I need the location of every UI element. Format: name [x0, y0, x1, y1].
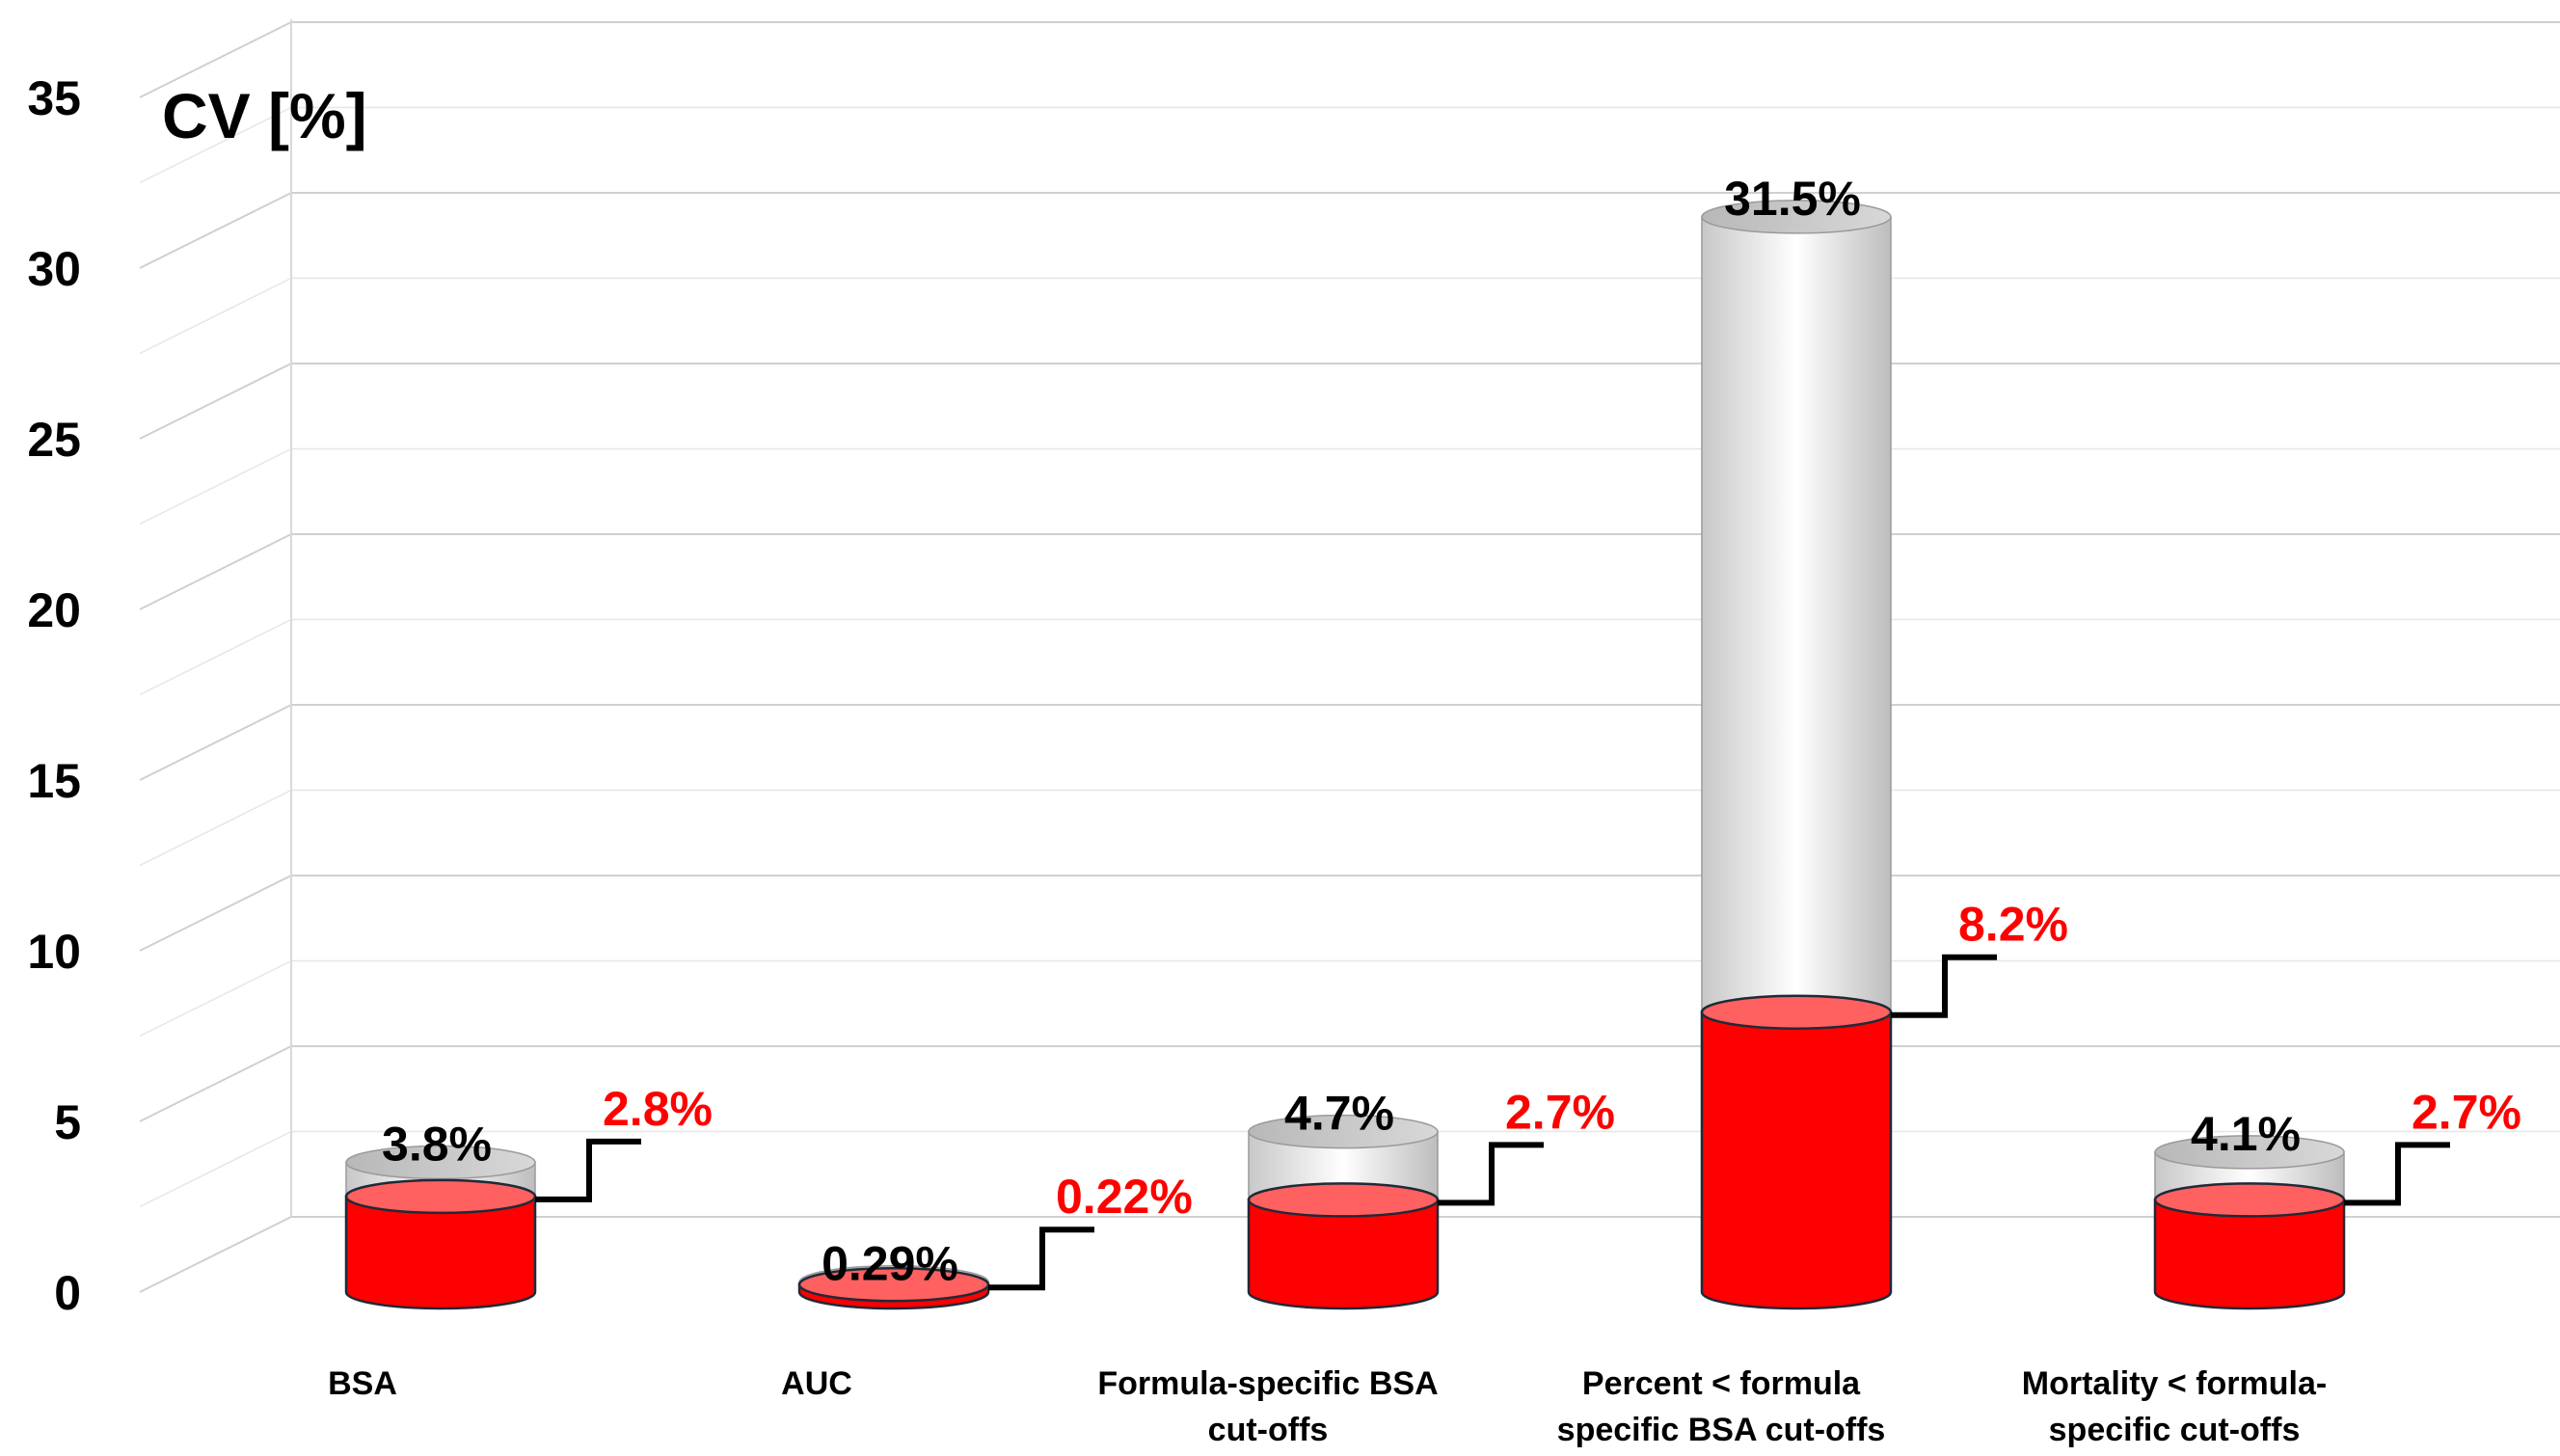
category-label: specific BSA cut-offs — [1557, 1412, 1886, 1448]
gridline — [139, 447, 2560, 526]
bar-group: 0.29% 0.22% — [797, 1170, 1193, 1310]
bar-group: 4.1% 2.7% — [2153, 1085, 2521, 1310]
y-tick-label: 25 — [27, 413, 81, 467]
data-label-inner: 2.7% — [1505, 1085, 1615, 1139]
category-label: Mortality < formula- — [2022, 1365, 2327, 1402]
bar-inner-top — [2153, 1182, 2346, 1218]
gridline — [139, 618, 2560, 696]
leader-line — [988, 1227, 1094, 1291]
bar-inner — [1700, 1011, 1893, 1310]
data-label-outer: 31.5% — [1724, 172, 1861, 226]
bar-group: 4.7% 2.7% — [1247, 1085, 1615, 1310]
category-label: BSA — [328, 1365, 397, 1402]
leader-line — [535, 1138, 641, 1202]
gridline — [139, 106, 2560, 184]
category-labels: BSA AUC Formula-specific BSA cut-offs Percen… — [328, 1365, 2327, 1448]
gridline — [139, 363, 2560, 440]
gridline — [139, 192, 2560, 269]
y-tick-label: 20 — [27, 583, 81, 637]
category-label: AUC — [781, 1365, 852, 1402]
data-label-outer: 4.1% — [2191, 1107, 2301, 1161]
y-tick-label: 15 — [27, 754, 81, 808]
bar-outer-top — [2154, 1135, 2345, 1170]
bar-group: 3.8% 2.8% — [344, 1082, 713, 1310]
category-label: cut-offs — [1208, 1412, 1329, 1448]
bar-outer-top — [345, 1145, 536, 1180]
data-label-inner: 2.7% — [2412, 1085, 2521, 1139]
data-label-outer: 3.8% — [382, 1117, 492, 1171]
bar-inner — [344, 1195, 537, 1310]
bar-inner-top — [344, 1178, 537, 1215]
gridline — [139, 277, 2560, 355]
bar-outer-top — [1248, 1114, 1439, 1149]
bar-inner — [1247, 1199, 1440, 1310]
data-label-outer: 0.29% — [822, 1237, 958, 1291]
data-label-inner: 0.22% — [1056, 1170, 1193, 1224]
gridline — [139, 789, 2560, 867]
gridline — [139, 875, 2560, 952]
gridline — [139, 21, 2560, 98]
bars: 3.8% 2.8% 0.29% 0.22% 4.7% 2.7% 31.5% 8.2% 4.1% 2… — [344, 172, 2521, 1310]
gridline — [139, 1045, 2560, 1122]
category-label: Formula-specific BSA — [1097, 1365, 1438, 1402]
grid — [139, 19, 2560, 1293]
data-label-inner: 2.8% — [603, 1082, 713, 1136]
category-label: specific cut-offs — [2049, 1412, 2301, 1448]
bar-inner — [2153, 1199, 2346, 1310]
category-label: Percent < formula — [1582, 1365, 1861, 1402]
y-tick-label: 35 — [27, 71, 81, 125]
y-tick-label: 30 — [27, 242, 81, 296]
bar-inner-top — [1247, 1182, 1440, 1218]
bar-outer-top — [1701, 200, 1892, 234]
leader-line — [2344, 1142, 2450, 1206]
gridline — [139, 533, 2560, 610]
y-tick-label: 5 — [54, 1095, 81, 1149]
leader-line — [1438, 1142, 1544, 1206]
y-tick-label: 10 — [27, 925, 81, 979]
gridline — [139, 959, 2560, 1038]
data-label-outer: 4.7% — [1284, 1087, 1394, 1141]
data-label-inner: 8.2% — [1958, 898, 2068, 952]
bar-inner-top — [1700, 994, 1893, 1030]
gridline — [139, 704, 2560, 781]
y-tick-label: 0 — [54, 1266, 81, 1320]
leader-line — [1891, 954, 1997, 1018]
y-axis: 0 5 10 15 20 25 30 35 — [27, 71, 81, 1320]
bar-group: 31.5% 8.2% — [1700, 172, 2068, 1310]
y-axis-label: CV [%] — [162, 80, 367, 151]
